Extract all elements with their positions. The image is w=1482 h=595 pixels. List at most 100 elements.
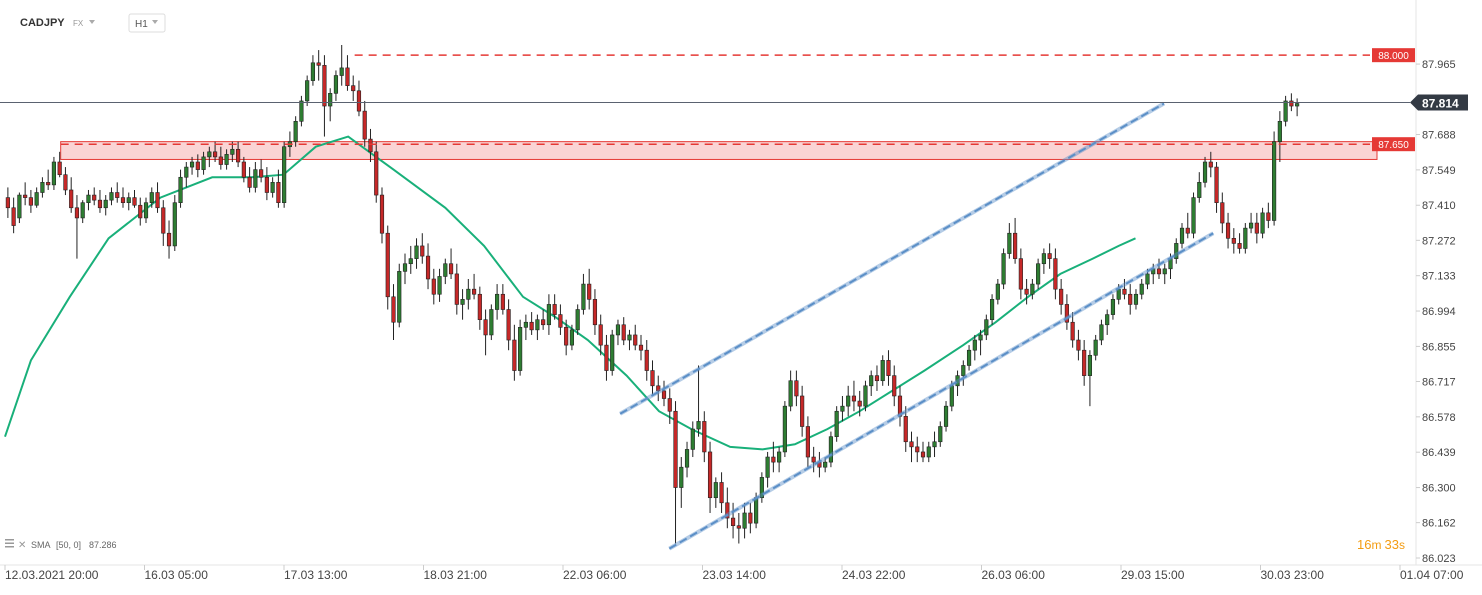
candle (97, 189, 103, 213)
candle-body (863, 385, 868, 407)
candle-body (402, 263, 408, 272)
x-tick-label: 18.03 21:00 (424, 568, 488, 582)
candle-body (454, 273, 459, 305)
candle-body (581, 283, 586, 310)
candle (195, 154, 200, 178)
y-tick-label: 86.994 (1422, 306, 1456, 318)
candle-body (719, 482, 724, 504)
candle-body (495, 293, 500, 310)
candle (448, 248, 454, 279)
candle (218, 146, 223, 170)
candle-body (656, 385, 661, 392)
candle (149, 187, 154, 208)
candle-body (172, 202, 177, 247)
candle-body (385, 232, 390, 298)
candle-body (696, 421, 701, 430)
candle-body (569, 329, 575, 346)
indicator-name: SMA (31, 540, 51, 550)
candle (1139, 278, 1144, 300)
candle-body (1289, 100, 1294, 107)
candle-body (1047, 253, 1052, 259)
candle (564, 319, 569, 356)
candle-body (471, 288, 477, 295)
candle-body (299, 100, 304, 122)
candle (345, 55, 350, 91)
channel-upper-line[interactable] (619, 101, 1166, 416)
candle (431, 268, 436, 305)
candle (138, 197, 143, 226)
candle-body (518, 327, 523, 371)
menu-icon[interactable] (5, 539, 14, 541)
candle-body (97, 199, 103, 209)
candle-body (328, 93, 333, 107)
trend-channel[interactable] (619, 101, 1215, 551)
candle (276, 169, 281, 208)
candle-body (972, 339, 977, 351)
candle-body (869, 375, 874, 387)
candle (270, 177, 275, 198)
symbol-label[interactable]: CADJPY (20, 17, 65, 29)
candle (915, 436, 920, 463)
candle (771, 441, 776, 473)
symbol-chevron-down-icon[interactable] (89, 20, 95, 24)
channel-lower-line[interactable] (668, 231, 1215, 551)
candle-body (408, 258, 413, 265)
candle (719, 472, 724, 513)
candle-body (1041, 253, 1046, 265)
candle-body (725, 502, 730, 519)
candle-body (995, 283, 1000, 300)
indicator-legend[interactable]: ✕ SMA [50, 0] 87.286 (5, 539, 117, 551)
candle (328, 88, 333, 122)
timeframe-label[interactable]: H1 (135, 19, 148, 30)
candle-body (1197, 182, 1202, 198)
candle-body (1283, 100, 1288, 122)
candle-body (1139, 283, 1144, 295)
candle-body (702, 421, 707, 453)
y-tick-label: 86.023 (1422, 553, 1456, 565)
candle (874, 365, 880, 391)
y-tick-label: 87.549 (1422, 165, 1456, 177)
candle-body (69, 189, 74, 209)
price-level-87.650[interactable]: 87.650 (60, 137, 1415, 152)
candle (1254, 212, 1259, 244)
candle (5, 187, 10, 218)
x-tick-label: 17.03 13:00 (284, 568, 348, 582)
candle-body (1018, 258, 1023, 290)
close-icon[interactable]: ✕ (18, 540, 26, 551)
candle-body (1133, 293, 1139, 305)
y-tick-label: 87.410 (1422, 200, 1456, 212)
candle (581, 273, 586, 315)
timeframe-chevron-down-icon[interactable] (152, 20, 158, 24)
price-levels[interactable]: 88.000 87.650 (60, 48, 1415, 152)
candle-body (224, 154, 229, 165)
y-tick-label: 86.300 (1422, 483, 1456, 495)
candle (587, 268, 592, 310)
timeframe-selector[interactable] (128, 13, 166, 33)
candle (253, 161, 258, 193)
candle (1243, 223, 1248, 254)
candle-body (661, 390, 667, 399)
candle-body (1237, 243, 1242, 249)
candle-body (1053, 258, 1058, 290)
y-tick-label: 86.162 (1422, 518, 1456, 530)
candle-body (293, 121, 298, 142)
x-tick-label: 12.03.2021 20:00 (5, 568, 99, 582)
candle-body (374, 151, 379, 196)
price-level-88.000[interactable]: 88.000 (354, 48, 1415, 63)
candle (523, 314, 528, 341)
candle (397, 263, 402, 328)
candle (155, 182, 160, 213)
candle-body (351, 85, 356, 92)
candle (172, 195, 177, 252)
candle (207, 146, 212, 168)
candle (966, 345, 972, 371)
candle-body (1179, 227, 1185, 244)
candle-body (575, 309, 580, 331)
candle (604, 334, 609, 381)
candle-body (1295, 103, 1300, 107)
candle-body (414, 245, 419, 259)
candle (126, 192, 131, 211)
